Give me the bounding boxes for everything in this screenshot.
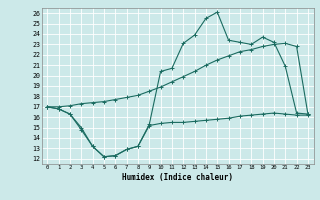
X-axis label: Humidex (Indice chaleur): Humidex (Indice chaleur): [122, 173, 233, 182]
